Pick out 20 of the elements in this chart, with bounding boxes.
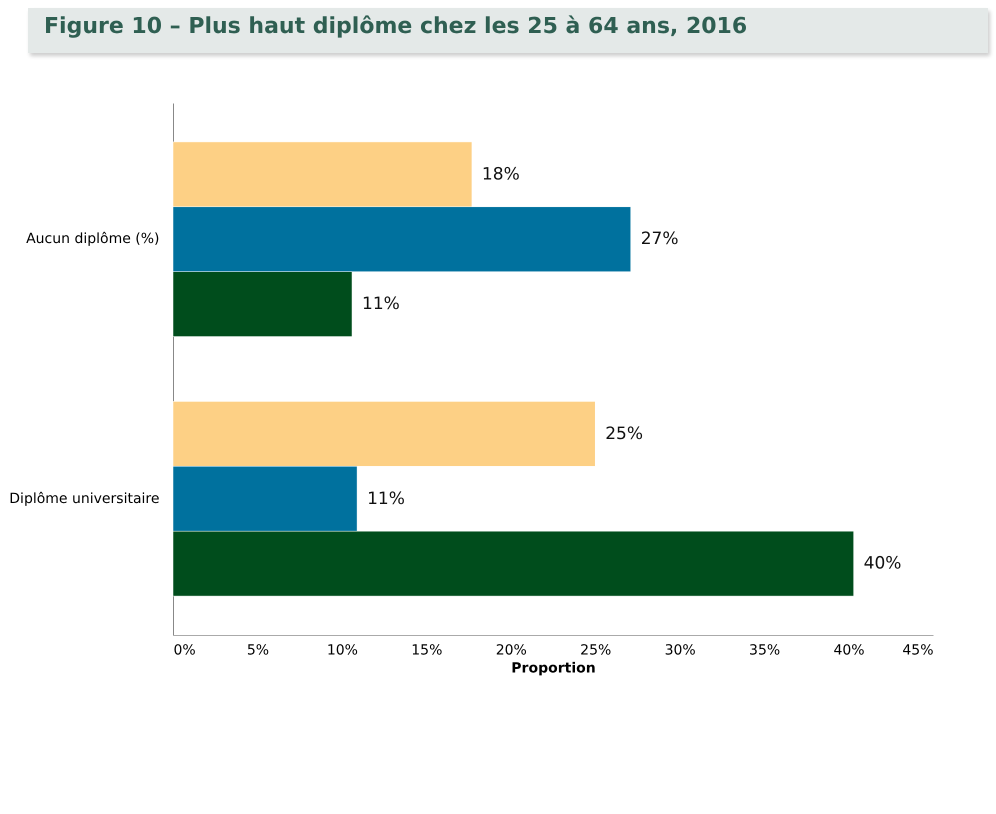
x-tick-label: 10% bbox=[326, 642, 358, 658]
data-label: 27% bbox=[640, 229, 678, 250]
x-axis-title: Proportion bbox=[511, 660, 596, 676]
data-label: 18% bbox=[482, 164, 520, 184]
data-label: 25% bbox=[605, 424, 644, 444]
chart-title: Figure 10 – Plus haut diplôme chez les 25 à 64 ans, 2016 bbox=[28, 8, 988, 53]
x-tick-label: 40% bbox=[833, 642, 865, 658]
x-tick-label: 25% bbox=[580, 642, 612, 658]
x-tick-label: 30% bbox=[664, 642, 696, 658]
x-tick-label: 45% bbox=[902, 642, 934, 658]
x-tick-label: 20% bbox=[496, 642, 527, 658]
y-tick-label: Diplôme universitaire bbox=[9, 490, 160, 507]
x-tick-label: 35% bbox=[749, 642, 780, 658]
data-label: 11% bbox=[362, 294, 400, 314]
y-tick-label: Aucun diplôme (%) bbox=[26, 231, 160, 248]
x-tick-label: 5% bbox=[246, 642, 270, 658]
data-label: 40% bbox=[864, 554, 902, 574]
x-tick-label: 0% bbox=[174, 642, 196, 658]
data-label: 11% bbox=[367, 488, 405, 509]
x-tick-label: 15% bbox=[411, 642, 442, 658]
